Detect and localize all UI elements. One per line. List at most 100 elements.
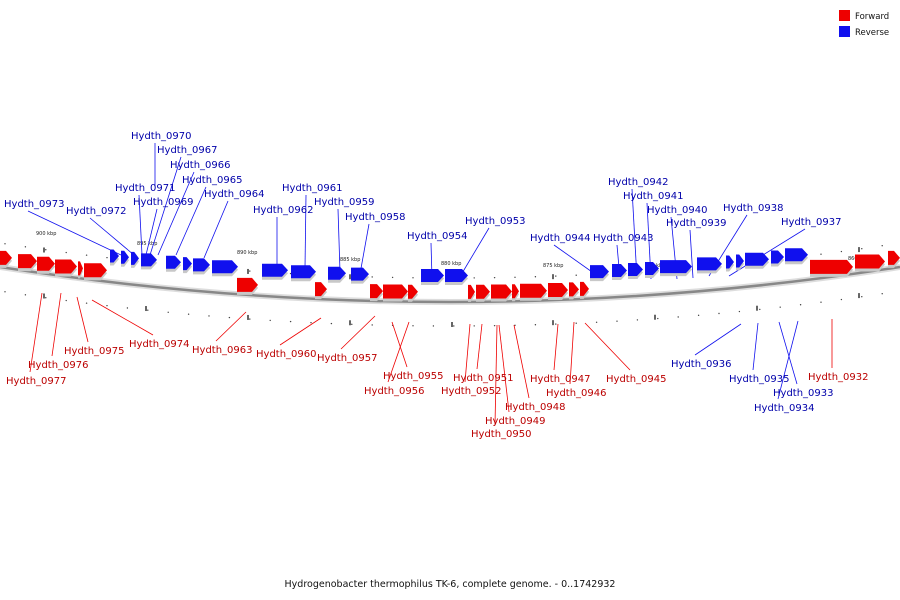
gene-arrow-reverse[interactable] — [745, 252, 769, 269]
gene-label-hydth-0948[interactable]: Hydth_0948 — [505, 402, 566, 413]
gene-arrow-forward[interactable] — [383, 284, 408, 302]
gene-label-hydth-0954[interactable]: Hydth_0954 — [407, 231, 468, 242]
gene-arrow-reverse[interactable] — [697, 257, 722, 274]
gene-arrow-forward[interactable] — [548, 282, 568, 300]
gene-arrow-reverse[interactable] — [421, 268, 444, 285]
gene-label-hydth-0959[interactable]: Hydth_0959 — [314, 197, 375, 208]
gene-label-hydth-0965[interactable]: Hydth_0965 — [182, 175, 243, 186]
gene-label-hydth-0951[interactable]: Hydth_0951 — [453, 373, 514, 384]
gene-arrow-forward[interactable] — [476, 284, 490, 302]
gene-label-hydth-0938[interactable]: Hydth_0938 — [723, 203, 784, 214]
gene-label-hydth-0974[interactable]: Hydth_0974 — [129, 339, 190, 350]
gene-arrow-reverse[interactable] — [726, 255, 734, 272]
gene-label-hydth-0964[interactable]: Hydth_0964 — [204, 189, 265, 200]
gene-label-hydth-0976[interactable]: Hydth_0976 — [28, 360, 89, 371]
gene-arrow-forward[interactable] — [370, 284, 383, 302]
gene-arrow-forward[interactable] — [315, 282, 327, 300]
gene-label-hydth-0973[interactable]: Hydth_0973 — [4, 199, 65, 210]
gene-label-hydth-0934[interactable]: Hydth_0934 — [754, 403, 815, 414]
gene-arrow-reverse[interactable] — [131, 251, 139, 268]
gene-arrow-forward[interactable] — [888, 250, 900, 268]
gene-arrow-reverse[interactable] — [291, 265, 316, 282]
gene-label-hydth-0937[interactable]: Hydth_0937 — [781, 217, 842, 228]
gene-arrow-forward[interactable] — [55, 259, 77, 277]
gene-body — [328, 266, 346, 280]
gene-arrow-forward[interactable] — [569, 282, 579, 300]
gene-arrow-reverse[interactable] — [166, 255, 181, 272]
legend-item-reverse[interactable]: Reverse — [839, 26, 889, 38]
gene-arrow-forward[interactable] — [468, 284, 475, 302]
gene-arrow-reverse[interactable] — [183, 257, 192, 274]
scale-minor-tick — [106, 256, 108, 259]
gene-arrow-forward[interactable] — [0, 250, 12, 268]
gene-arrow-reverse[interactable] — [262, 263, 288, 280]
gene-label-hydth-0977[interactable]: Hydth_0977 — [6, 376, 67, 387]
gene-arrow-reverse[interactable] — [110, 249, 119, 266]
gene-arrow-forward[interactable] — [810, 259, 853, 277]
scale-minor-tick — [595, 321, 598, 323]
gene-arrow-forward[interactable] — [408, 284, 418, 302]
gene-label-hydth-0944[interactable]: Hydth_0944 — [530, 233, 591, 244]
gene-arrow-reverse[interactable] — [645, 261, 659, 278]
gene-label-hydth-0956[interactable]: Hydth_0956 — [364, 386, 425, 397]
gene-arrow-reverse[interactable] — [771, 250, 784, 267]
gene-arrow-forward[interactable] — [18, 254, 37, 272]
gene-label-hydth-0961[interactable]: Hydth_0961 — [282, 183, 343, 194]
gene-arrow-reverse[interactable] — [445, 268, 468, 285]
gene-arrow-forward[interactable] — [580, 281, 589, 299]
gene-arrow-reverse[interactable] — [212, 260, 238, 277]
gene-label-hydth-0941[interactable]: Hydth_0941 — [623, 191, 684, 202]
gene-label-hydth-0936[interactable]: Hydth_0936 — [671, 359, 732, 370]
gene-arrow-reverse[interactable] — [141, 253, 157, 270]
gene-label-hydth-0950[interactable]: Hydth_0950 — [471, 429, 532, 440]
gene-arrow-forward[interactable] — [520, 283, 547, 301]
gene-arrow-reverse[interactable] — [351, 267, 369, 284]
gene-arrow-reverse[interactable] — [121, 250, 129, 267]
gene-arrow-reverse[interactable] — [785, 248, 808, 265]
gene-label-hydth-0972[interactable]: Hydth_0972 — [66, 206, 127, 217]
gene-label-hydth-0960[interactable]: Hydth_0960 — [256, 349, 317, 360]
gene-label-hydth-0932[interactable]: Hydth_0932 — [808, 372, 869, 383]
gene-label-hydth-0943[interactable]: Hydth_0943 — [593, 233, 654, 244]
gene-label-hydth-0939[interactable]: Hydth_0939 — [666, 218, 727, 229]
scale-minor-tick — [555, 323, 557, 325]
gene-arrow-forward[interactable] — [84, 263, 107, 281]
gene-label-hydth-0969[interactable]: Hydth_0969 — [133, 197, 194, 208]
gene-label-hydth-0963[interactable]: Hydth_0963 — [192, 345, 253, 356]
gene-arrow-forward[interactable] — [237, 277, 258, 295]
gene-arrow-forward[interactable] — [512, 284, 519, 302]
gene-arrow-forward[interactable] — [78, 261, 83, 279]
gene-label-hydth-0946[interactable]: Hydth_0946 — [546, 388, 607, 399]
gene-label-hydth-0953[interactable]: Hydth_0953 — [465, 216, 526, 227]
gene-arrow-forward[interactable] — [37, 256, 55, 274]
gene-label-hydth-0970[interactable]: Hydth_0970 — [131, 131, 192, 142]
gene-arrow-forward[interactable] — [491, 284, 512, 302]
gene-label-hydth-0966[interactable]: Hydth_0966 — [170, 160, 231, 171]
gene-arrow-reverse[interactable] — [328, 266, 346, 283]
gene-label-hydth-0949[interactable]: Hydth_0949 — [485, 416, 546, 427]
gene-arrow-reverse[interactable] — [590, 265, 609, 282]
gene-label-hydth-0955[interactable]: Hydth_0955 — [383, 371, 444, 382]
scale-minor-tick — [24, 246, 27, 248]
gene-arrow-reverse[interactable] — [628, 263, 643, 280]
gene-label-hydth-0940[interactable]: Hydth_0940 — [647, 205, 708, 216]
gene-label-hydth-0945[interactable]: Hydth_0945 — [606, 374, 667, 385]
gene-label-hydth-0962[interactable]: Hydth_0962 — [253, 205, 314, 216]
gene-label-hydth-0975[interactable]: Hydth_0975 — [64, 346, 125, 357]
gene-label-hydth-0947[interactable]: Hydth_0947 — [530, 374, 591, 385]
gene-arrow-reverse[interactable] — [193, 258, 210, 275]
gene-label-hydth-0935[interactable]: Hydth_0935 — [729, 374, 790, 385]
gene-arrow-reverse[interactable] — [736, 254, 744, 271]
gene-label-hydth-0933[interactable]: Hydth_0933 — [773, 388, 834, 399]
gene-label-hydth-0942[interactable]: Hydth_0942 — [608, 177, 669, 188]
scale-label: 900 kbp — [36, 231, 56, 237]
gene-label-hydth-0971[interactable]: Hydth_0971 — [115, 183, 176, 194]
gene-label-hydth-0952[interactable]: Hydth_0952 — [441, 386, 502, 397]
gene-label-hydth-0957[interactable]: Hydth_0957 — [317, 353, 378, 364]
gene-arrow-reverse[interactable] — [660, 260, 692, 277]
gene-label-hydth-0958[interactable]: Hydth_0958 — [345, 212, 406, 223]
gene-arrow-reverse[interactable] — [612, 264, 627, 281]
legend-item-forward[interactable]: Forward — [839, 10, 889, 22]
gene-label-hydth-0967[interactable]: Hydth_0967 — [157, 145, 218, 156]
gene-arrow-forward[interactable] — [855, 254, 885, 272]
